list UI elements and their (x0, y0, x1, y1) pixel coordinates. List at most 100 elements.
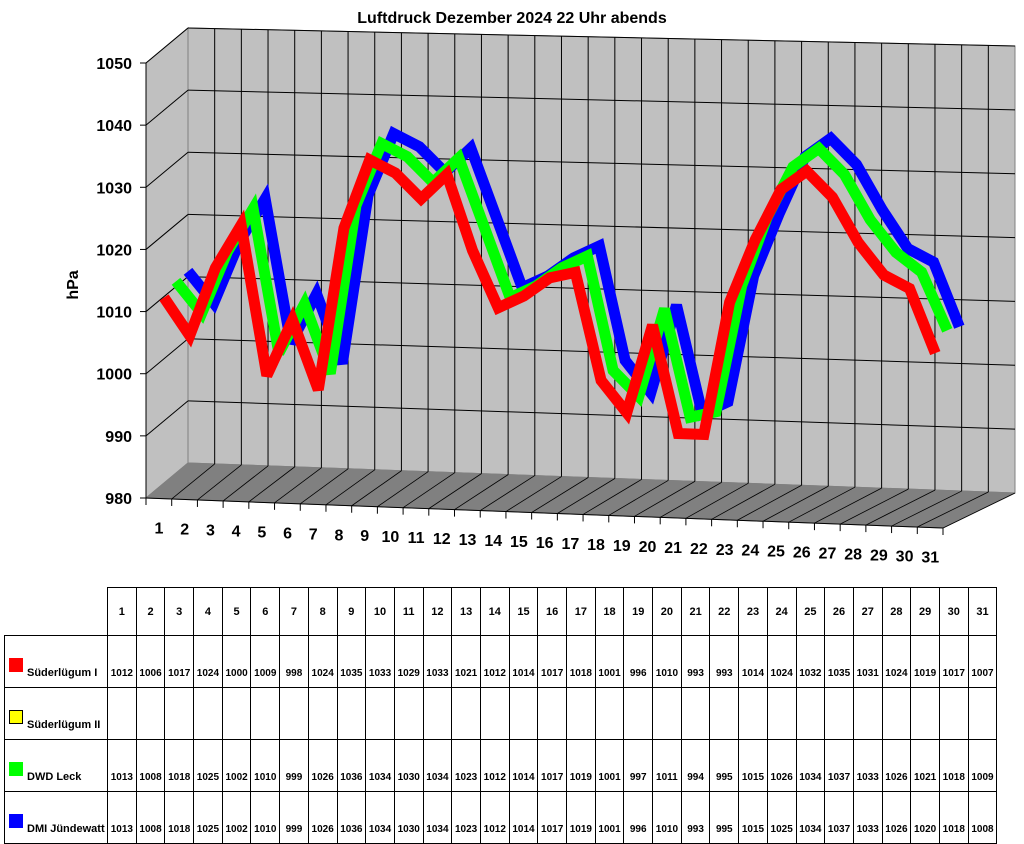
x-tick-label: 20 (639, 539, 657, 556)
table-cell: 1026 (881, 739, 912, 792)
floor-line (762, 485, 829, 522)
table-cell (537, 687, 567, 740)
table-cell: 1026 (881, 791, 912, 844)
x-tick-label: 30 (896, 549, 914, 566)
floor-line (634, 481, 696, 517)
table-column-header: 24 (766, 587, 797, 636)
table-cell: 1033 (365, 635, 395, 688)
floor-line (454, 474, 509, 510)
gridline-side (145, 338, 189, 375)
x-tick-label: 26 (793, 545, 811, 562)
gridline-back (187, 151, 1016, 175)
table-cell: 1030 (393, 739, 424, 792)
x-tick-label: 12 (433, 531, 451, 548)
x-tick-label: 1 (155, 520, 164, 537)
legend-entry: DMI Jündewatt (4, 791, 108, 844)
table-column-header: 25 (795, 587, 826, 636)
table-cell: 1025 (766, 791, 797, 844)
table-cell: 1024 (881, 635, 912, 688)
floor-line (865, 489, 936, 526)
table-cell: 1010 (652, 635, 682, 688)
table-cell: 1033 (422, 635, 453, 688)
table-cell: 1036 (336, 739, 367, 792)
table-column-header: 3 (164, 587, 195, 636)
table-cell (652, 687, 682, 740)
gridline-back (187, 400, 1016, 430)
table-cell: 1037 (824, 739, 854, 792)
x-tick-label: 15 (510, 534, 528, 551)
x-tick-label: 14 (484, 533, 502, 550)
floor-line (377, 471, 429, 508)
table-cell: 1001 (594, 791, 625, 844)
table-cell: 1010 (652, 791, 682, 844)
table-cell: 1036 (336, 791, 367, 844)
table-cell: 993 (680, 791, 711, 844)
table-column-header: 30 (938, 587, 969, 636)
table-cell (594, 687, 625, 740)
gridline-side (145, 214, 189, 250)
table-cell: 1033 (852, 791, 883, 844)
x-tick-label: 7 (309, 526, 318, 543)
table-column-header: 29 (910, 587, 940, 636)
floor-line (222, 465, 269, 502)
legend-label: Süderlügum II (27, 719, 101, 731)
table-column-header: 2 (135, 587, 166, 636)
table-cell: 999 (279, 739, 309, 792)
x-axis-line (145, 497, 944, 529)
table-cell: 999 (279, 791, 309, 844)
table-cell: 1024 (307, 635, 338, 688)
table-cell (279, 687, 309, 740)
floor-line (737, 484, 802, 521)
table-cell: 998 (279, 635, 309, 688)
x-tick-label: 13 (459, 532, 477, 549)
table-cell (307, 687, 338, 740)
table-cell: 1008 (135, 791, 166, 844)
x-tick-label: 24 (741, 543, 759, 560)
table-cell: 1008 (135, 739, 166, 792)
table-cell: 1023 (451, 739, 481, 792)
table-cell: 1012 (479, 791, 510, 844)
data-table: 1 2 3 4 5 6 7 8 9 10 11 12 13 14 15 16 17 18 19 20 21 22 23 24 2… (4, 587, 998, 844)
table-row: Süderlügum II (4, 687, 998, 740)
table-column-header: 10 (365, 587, 395, 636)
x-tick-label: 22 (690, 541, 708, 558)
x-tick-label: 16 (536, 535, 554, 552)
table-column-header: 19 (623, 587, 654, 636)
y-tick-label: 1010 (96, 305, 132, 322)
table-cell: 1008 (967, 791, 998, 844)
table-row: DWD Leck 1013 1008 1018 1025 1002 1010 999 1026 1… (4, 739, 998, 792)
table-cell: 1037 (824, 791, 854, 844)
table-corner (4, 587, 108, 636)
x-tick-label: 10 (381, 529, 399, 546)
floor-line (659, 482, 722, 518)
table-cell: 1019 (566, 739, 596, 792)
table-column-header: 9 (336, 587, 367, 636)
floor-line (197, 464, 242, 501)
gridline-back (187, 89, 1016, 111)
table-cell: 1010 (250, 791, 281, 844)
table-cell: 1000 (221, 635, 252, 688)
table-cell (336, 687, 367, 740)
table-cell (852, 687, 883, 740)
chart-series (159, 125, 965, 441)
table-cell: 996 (623, 791, 654, 844)
x-tick-label: 8 (335, 527, 344, 544)
y-axis: 980 990 1000 1010 1020 1030 1040 1050 (96, 56, 147, 508)
floor-line (557, 478, 616, 514)
table-column-header: 18 (594, 587, 625, 636)
table-cell: 1010 (250, 739, 281, 792)
floor-line (402, 472, 455, 509)
table-cell: 1006 (135, 635, 166, 688)
table-column-header: 16 (537, 587, 567, 636)
table-column-header: 27 (852, 587, 883, 636)
table-column-header: 15 (508, 587, 539, 636)
floor-line (325, 469, 375, 506)
table-cell: 1013 (107, 791, 137, 844)
table-cell: 995 (709, 791, 740, 844)
table-cell: 1034 (365, 791, 395, 844)
table-cell (393, 687, 424, 740)
table-column-header: 12 (422, 587, 453, 636)
floor-line (917, 491, 989, 528)
table-cell: 1034 (365, 739, 395, 792)
table-cell: 1018 (938, 739, 969, 792)
